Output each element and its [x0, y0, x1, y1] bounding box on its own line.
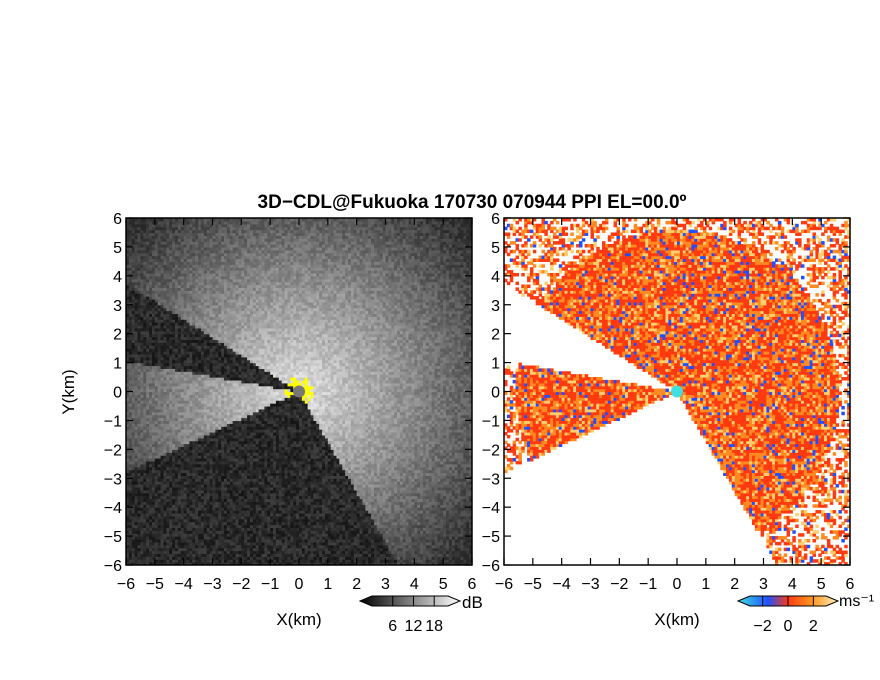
reflectivity-colorbar: 6 12 18 dB: [360, 593, 483, 635]
reflectivity-ytick-label: 4: [113, 269, 122, 286]
velocity-ytick-label: −6: [482, 558, 500, 575]
velocity-panel: −6 −5 −4 −3 −2 −1 0 1 2 3 4 5 6 −6 −5 −4 −3 −2 −1 0 1 2 3 4 5 6 X…: [482, 211, 874, 635]
velocity-xtick-label: 3: [759, 576, 768, 593]
reflectivity-colorbar-bar: [360, 596, 460, 606]
velocity-ytick-label: 5: [491, 240, 500, 257]
velocity-colorbar-tick-label: −2: [754, 618, 772, 635]
velocity-ytick-label: 0: [491, 385, 500, 402]
velocity-xtick-label: 6: [846, 576, 855, 593]
velocity-xtick-label: −2: [610, 576, 628, 593]
reflectivity-xtick-label: −3: [203, 576, 221, 593]
reflectivity-ytick-label: −2: [104, 442, 122, 459]
reflectivity-xtick-label: 6: [468, 576, 477, 593]
velocity-colorbar-tick-label: 2: [809, 618, 818, 635]
reflectivity-colorbar-unit: dB: [462, 593, 483, 612]
velocity-ytick-label: 3: [491, 298, 500, 315]
reflectivity-ytick-label: 1: [113, 356, 122, 373]
velocity-xtick-label: −1: [639, 576, 657, 593]
reflectivity-ytick-label: 6: [113, 211, 122, 228]
velocity-colorbar-tick-label: 0: [784, 618, 793, 635]
velocity-xtick-label: 1: [701, 576, 710, 593]
reflectivity-xtick-label: 1: [323, 576, 332, 593]
velocity-xtick-label: 4: [788, 576, 797, 593]
velocity-xtick-label: 0: [673, 576, 682, 593]
velocity-ytick-label: −5: [482, 529, 500, 546]
velocity-ytick-label: −2: [482, 442, 500, 459]
reflectivity-ylabel: Y(km): [59, 369, 78, 414]
reflectivity-colorbar-tick-label: 18: [425, 618, 443, 635]
velocity-ytick-label: −3: [482, 471, 500, 488]
velocity-xtick-label: −3: [581, 576, 599, 593]
reflectivity-xtick-label: −5: [146, 576, 164, 593]
velocity-xtick-label: −4: [553, 576, 571, 593]
reflectivity-xtick-label: −6: [117, 576, 135, 593]
reflectivity-xlabel: X(km): [276, 610, 321, 629]
reflectivity-xtick-label: 4: [410, 576, 419, 593]
reflectivity-ytick-label: 0: [113, 385, 122, 402]
reflectivity-xtick-label: 3: [381, 576, 390, 593]
reflectivity-ytick-label: −6: [104, 558, 122, 575]
reflectivity-image: [126, 218, 473, 566]
velocity-xlabel: X(km): [654, 610, 699, 629]
reflectivity-ytick-label: −4: [104, 500, 122, 517]
reflectivity-xtick-label: −4: [175, 576, 193, 593]
reflectivity-ytick-label: 3: [113, 298, 122, 315]
velocity-xtick-label: −6: [495, 576, 513, 593]
velocity-ytick-label: −4: [482, 500, 500, 517]
velocity-colorbar: −2 0 2 ms⁻¹: [738, 593, 874, 635]
velocity-ytick-label: 2: [491, 327, 500, 344]
velocity-ytick-label: 4: [491, 269, 500, 286]
reflectivity-ytick-label: 2: [113, 327, 122, 344]
velocity-radar-center: [671, 386, 683, 398]
reflectivity-xtick-label: −2: [232, 576, 250, 593]
reflectivity-xtick-label: 5: [439, 576, 448, 593]
velocity-ytick-label: 6: [491, 211, 500, 228]
reflectivity-xtick-label: 2: [352, 576, 361, 593]
reflectivity-ytick-label: −3: [104, 471, 122, 488]
reflectivity-colorbar-tick-label: 12: [405, 618, 423, 635]
reflectivity-radar-center: [293, 386, 305, 398]
velocity-image: [504, 218, 851, 566]
velocity-xtick-label: 2: [730, 576, 739, 593]
figure-title: 3D−CDL@Fukuoka 170730 070944 PPI EL=00.0…: [258, 192, 687, 213]
reflectivity-ytick-label: −5: [104, 529, 122, 546]
reflectivity-colorbar-tick-label: 6: [388, 618, 397, 635]
reflectivity-xtick-label: −1: [261, 576, 279, 593]
reflectivity-ytick-label: −1: [104, 413, 122, 430]
velocity-ytick-label: −1: [482, 413, 500, 430]
velocity-colorbar-unit: ms⁻¹: [839, 593, 874, 610]
reflectivity-xtick-label: 0: [295, 576, 304, 593]
velocity-xtick-label: −5: [524, 576, 542, 593]
velocity-ytick-label: 1: [491, 356, 500, 373]
reflectivity-ytick-label: 5: [113, 240, 122, 257]
velocity-xtick-label: 5: [817, 576, 826, 593]
